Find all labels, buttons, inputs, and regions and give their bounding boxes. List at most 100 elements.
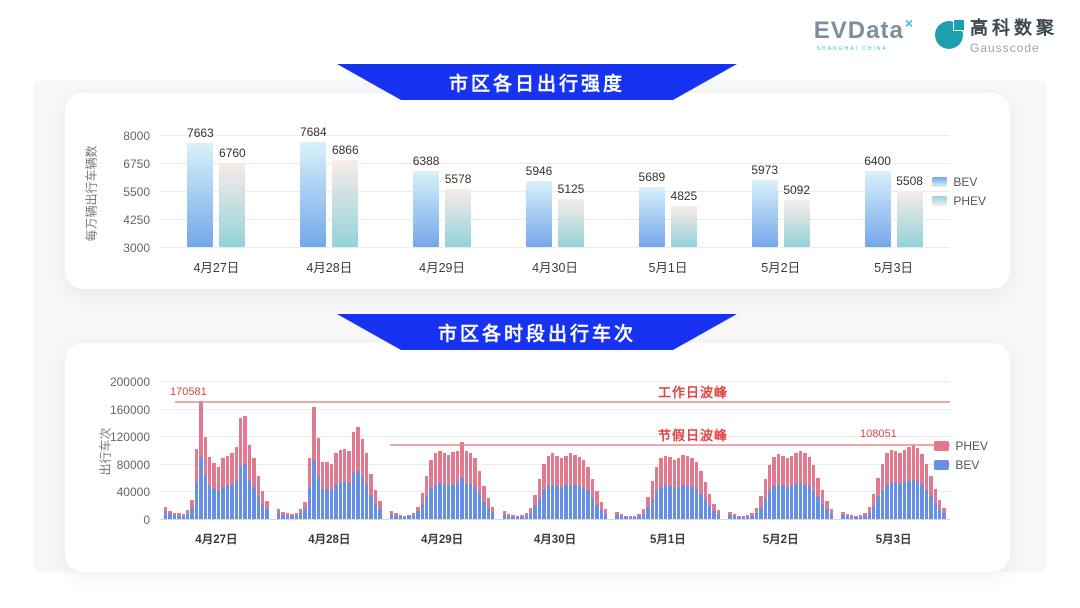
stacked-bar: [803, 381, 807, 519]
bev-segment: [507, 516, 511, 519]
stacked-bar: [907, 381, 911, 519]
stacked-bar: [615, 381, 619, 519]
phev-segment: [177, 513, 181, 516]
stacked-bar: [225, 381, 230, 519]
phev-segment: [378, 501, 382, 510]
bev-segment: [316, 476, 320, 519]
bev-segment: [303, 508, 307, 519]
bev-segment: [871, 505, 876, 519]
stacked-bar: [208, 381, 212, 519]
bev-segment: [285, 515, 290, 519]
bev-segment: [338, 482, 342, 519]
bev-segment: [803, 484, 807, 519]
bev-segment: [320, 488, 325, 519]
stacked-bar: [212, 381, 216, 519]
stacked-bar: [663, 381, 668, 519]
stacked-bar: [260, 381, 265, 519]
bev-segment: [677, 486, 681, 519]
stacked-bar: [507, 381, 511, 519]
phev-value-label: 5125: [557, 182, 585, 197]
stacked-bar: [438, 381, 442, 519]
bev-bar: [300, 142, 327, 247]
stacked-bar: [849, 381, 854, 519]
phev-segment: [750, 513, 754, 516]
bev-segment: [486, 508, 491, 519]
phev-segment: [849, 515, 854, 517]
bev-segment: [568, 483, 573, 519]
bev-segment: [624, 517, 628, 519]
bev-segment: [672, 487, 677, 519]
stacked-bar: [619, 381, 624, 519]
phev-segment: [551, 453, 555, 485]
bev-segment: [433, 484, 438, 519]
stacked-bar: [360, 381, 365, 519]
stacked-bar: [863, 381, 867, 519]
phev-segment: [741, 515, 745, 518]
y-tick-label: 0: [143, 513, 150, 527]
phev-segment: [754, 507, 759, 514]
stacked-bar: [402, 381, 407, 519]
phev-segment: [316, 438, 320, 477]
bev-segment: [858, 516, 863, 519]
stacked-bar: [460, 381, 464, 519]
stacked-bar: [378, 381, 382, 519]
stacked-bar: [633, 381, 637, 519]
stacked-bar: [482, 381, 486, 519]
legend-item-phev[interactable]: PHEV: [934, 439, 988, 453]
bev-segment: [398, 516, 402, 519]
day-column: [386, 381, 499, 519]
phev-segment: [298, 509, 303, 514]
stacked-bar: [741, 381, 745, 519]
legend-swatch: [934, 441, 950, 451]
legend-item-phev[interactable]: PHEV: [932, 194, 986, 208]
chart2-plot-area: 170581 工作日波峰 节假日波峰 108051: [160, 381, 950, 520]
stacked-bar: [398, 381, 402, 519]
stacked-bar: [486, 381, 491, 519]
stacked-bar: [685, 381, 690, 519]
phev-segment: [529, 508, 533, 513]
phev-segment: [659, 458, 663, 487]
bev-segment: [230, 484, 234, 519]
phev-segment: [307, 458, 312, 487]
bev-segment: [482, 501, 486, 519]
x-tick-label: 4月30日: [533, 534, 577, 546]
bev-segment: [772, 485, 776, 519]
phev-segment: [794, 452, 798, 484]
bev-segment: [854, 517, 858, 519]
phev-segment: [369, 473, 373, 495]
phev-segment: [446, 454, 451, 486]
x-tick-label: 5月2日: [762, 534, 799, 546]
phev-segment: [599, 501, 603, 510]
phev-segment: [854, 515, 858, 518]
stacked-bar: [789, 381, 794, 519]
bev-segment: [181, 515, 186, 519]
phev-segment: [694, 462, 699, 489]
bev-segment: [307, 486, 312, 519]
bev-value-label: 7684: [299, 125, 327, 140]
phev-segment: [312, 406, 316, 460]
stacked-bar: [172, 381, 177, 519]
phev-segment: [703, 481, 707, 499]
gausscode-logo: 高科数聚 Gausscode: [935, 14, 1058, 55]
bev-segment: [603, 513, 608, 519]
bev-value-label: 7663: [187, 125, 214, 140]
day-column: [724, 381, 837, 519]
bev-segment: [728, 515, 732, 519]
bev-segment: [699, 493, 703, 519]
stacked-bar: [920, 381, 924, 519]
phev-segment: [825, 501, 829, 510]
phev-segment: [285, 513, 290, 516]
bev-segment: [290, 516, 294, 519]
stacked-bar: [252, 381, 256, 519]
chart1-y-axis: 8000 6750 5500 4250 3000: [90, 129, 150, 255]
stacked-bar: [628, 381, 633, 519]
legend-item-bev[interactable]: BEV: [934, 458, 988, 472]
phev-segment: [650, 481, 655, 499]
phev-segment: [208, 456, 212, 486]
phev-segment: [816, 477, 820, 497]
stacked-bar: [716, 381, 721, 519]
chart2-legend: PHEV BEV: [934, 439, 988, 472]
stacked-bar: [745, 381, 750, 519]
phev-segment: [433, 453, 438, 485]
legend-item-bev[interactable]: BEV: [932, 175, 986, 189]
